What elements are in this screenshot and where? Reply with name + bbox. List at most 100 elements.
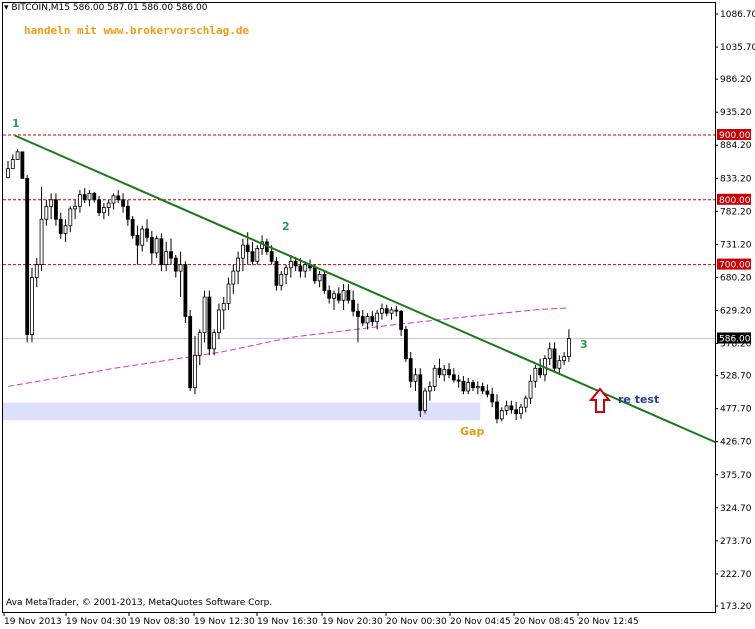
candle bbox=[116, 190, 121, 204]
candle-body bbox=[312, 267, 317, 282]
candle bbox=[217, 303, 221, 340]
candle-body bbox=[341, 290, 346, 301]
level-label: 700.00 bbox=[719, 261, 751, 271]
candle bbox=[562, 352, 567, 366]
candle bbox=[461, 376, 466, 395]
current-price-label: 586.00 bbox=[719, 334, 751, 344]
candle bbox=[365, 313, 370, 330]
candle bbox=[485, 384, 490, 398]
candle-body bbox=[217, 309, 221, 334]
candle-body bbox=[92, 192, 97, 201]
candle bbox=[303, 261, 308, 278]
candle bbox=[447, 363, 451, 379]
symbol-header: ▾ BITCOIN,M15 586.00 587.01 586.00 586.0… bbox=[4, 3, 207, 13]
candle bbox=[212, 329, 217, 356]
candle bbox=[514, 401, 519, 421]
candle bbox=[30, 267, 34, 343]
candle-body bbox=[20, 151, 25, 179]
wave-1-label: 1 bbox=[12, 117, 20, 130]
candle bbox=[284, 264, 288, 285]
candle-body bbox=[557, 360, 562, 369]
candle bbox=[567, 329, 571, 362]
candle-body bbox=[380, 308, 384, 314]
candle-body bbox=[193, 354, 197, 389]
candle-body bbox=[178, 264, 183, 272]
candle bbox=[442, 365, 447, 382]
candle-body bbox=[15, 151, 20, 161]
candle bbox=[49, 193, 54, 220]
level-label: 800.00 bbox=[719, 196, 751, 206]
candle-body bbox=[54, 199, 58, 220]
y-tick-label: 324.70 bbox=[720, 504, 752, 514]
candle-body bbox=[10, 159, 15, 170]
x-tick-label: 20 Nov 04:45 bbox=[450, 617, 511, 627]
candle-body bbox=[509, 405, 514, 411]
candle-body bbox=[475, 386, 480, 389]
candle bbox=[101, 203, 106, 220]
candle-body bbox=[121, 199, 125, 207]
level-label-bg bbox=[717, 128, 751, 140]
candle-body bbox=[389, 309, 394, 314]
candle bbox=[250, 241, 255, 265]
candle bbox=[480, 382, 485, 395]
candle bbox=[231, 264, 236, 294]
y-tick-label: 629.20 bbox=[720, 306, 752, 316]
candle-body bbox=[408, 358, 413, 382]
candle-body bbox=[58, 218, 63, 234]
candle-body bbox=[360, 316, 365, 324]
candle bbox=[427, 381, 432, 401]
candle bbox=[504, 400, 509, 415]
candle-body bbox=[451, 374, 456, 381]
candle bbox=[106, 199, 111, 216]
candle-body bbox=[442, 369, 447, 376]
candle bbox=[322, 271, 327, 294]
candle-body bbox=[197, 332, 202, 356]
candle bbox=[475, 381, 480, 395]
candle bbox=[125, 199, 130, 226]
candle-body bbox=[279, 273, 284, 286]
x-tick-label: 19 Nov 2013 bbox=[4, 617, 62, 627]
candle-body bbox=[130, 218, 135, 236]
candle bbox=[20, 151, 25, 179]
dropdown-triangle-icon[interactable]: ▾ bbox=[4, 3, 12, 13]
candle bbox=[509, 400, 514, 414]
y-tick-label: 1086.70 bbox=[720, 10, 755, 20]
candle-body bbox=[480, 386, 485, 392]
candle-body bbox=[495, 401, 499, 420]
symbol-ohlc-line: BITCOIN,M15 586.00 587.01 586.00 586.00 bbox=[11, 3, 208, 13]
candle-body bbox=[523, 397, 528, 408]
candle bbox=[149, 230, 154, 265]
candle bbox=[351, 290, 356, 317]
candle bbox=[547, 342, 552, 366]
candle-body bbox=[135, 235, 140, 246]
candle-body bbox=[63, 225, 68, 234]
candle-body bbox=[471, 382, 475, 389]
level-label-bg bbox=[717, 258, 751, 270]
candle-body bbox=[44, 205, 49, 220]
candle-body bbox=[68, 208, 73, 227]
candle-body bbox=[485, 390, 490, 395]
candle-body bbox=[346, 290, 351, 301]
candle bbox=[274, 256, 279, 291]
candle-body bbox=[159, 238, 164, 266]
candle-body bbox=[164, 251, 169, 266]
candle-body bbox=[49, 199, 54, 207]
candle-body bbox=[547, 348, 552, 359]
candle-body bbox=[447, 369, 451, 376]
candle bbox=[389, 306, 394, 320]
candle-body bbox=[317, 273, 322, 282]
candle-body bbox=[332, 293, 336, 299]
candle bbox=[39, 186, 44, 272]
retest-label: re test bbox=[618, 393, 659, 406]
copyright-text: Ava MetaTrader, © 2001-2013, MetaQuotes … bbox=[6, 598, 273, 608]
candle-body bbox=[149, 236, 154, 254]
candle-body bbox=[231, 270, 236, 285]
candle-body bbox=[552, 348, 557, 369]
candle bbox=[226, 277, 231, 310]
candle bbox=[236, 251, 241, 285]
candle bbox=[34, 258, 39, 288]
candle-body bbox=[236, 257, 241, 272]
candle bbox=[44, 199, 49, 226]
x-tick-label: 20 Nov 12:45 bbox=[578, 617, 639, 627]
candle bbox=[519, 403, 523, 419]
